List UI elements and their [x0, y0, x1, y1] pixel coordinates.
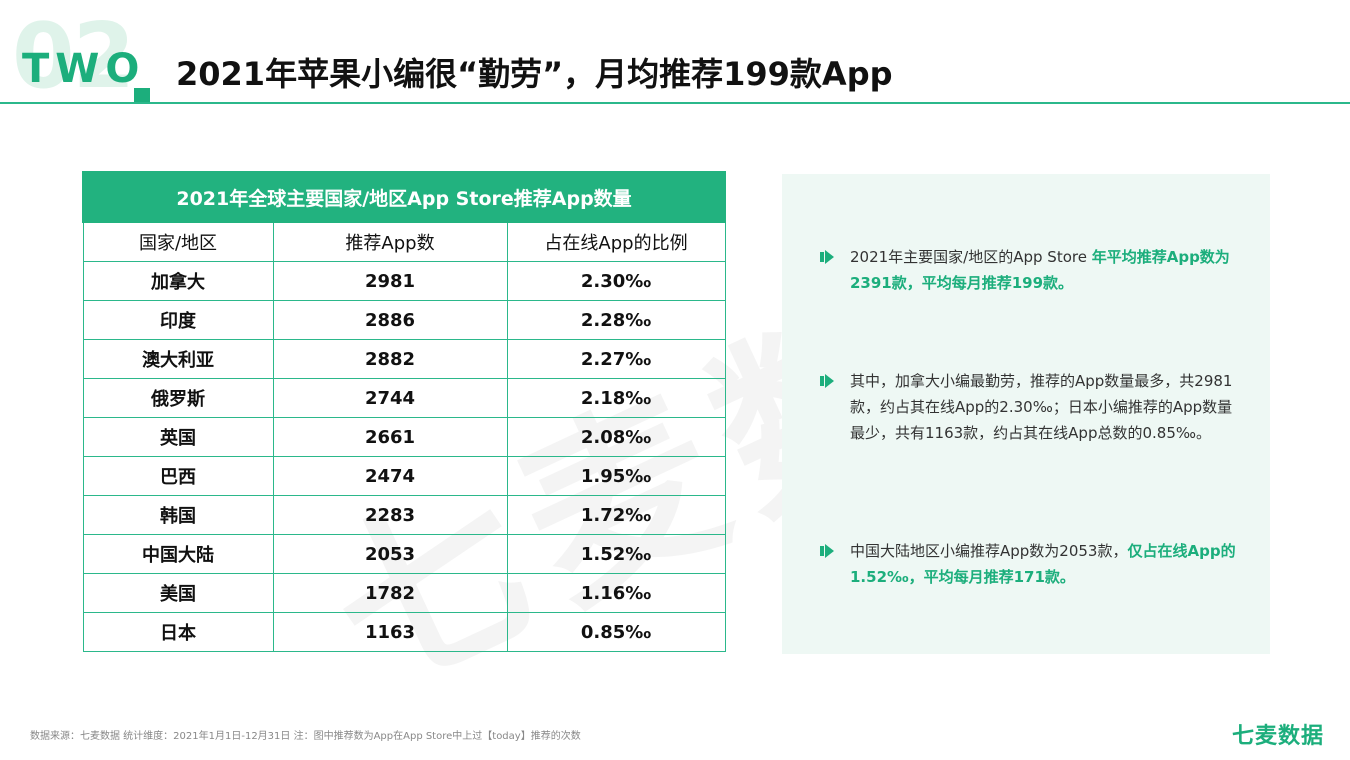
table-header-row: 国家/地区 推荐App数 占在线App的比例 — [82, 221, 726, 262]
ratio-cell: 2.08‰ — [506, 417, 726, 457]
region-cell: 中国大陆 — [82, 534, 274, 574]
column-header: 推荐App数 — [272, 221, 508, 262]
region-cell: 日本 — [82, 612, 274, 652]
insight-item: 中国大陆地区小编推荐App数为2053款，仅占在线App的1.52‰，平均每月推… — [820, 538, 1240, 590]
ratio-cell: 2.28‰ — [506, 300, 726, 340]
section-number: 02 — [12, 4, 135, 109]
insight-highlight: 仅占在线App的1.52‰，平均每月推荐171款。 — [850, 542, 1236, 586]
ratio-cell: 2.18‰ — [506, 378, 726, 418]
region-cell: 巴西 — [82, 456, 274, 496]
table-row: 巴西 2474 1.95‰ — [82, 456, 726, 496]
ratio-cell: 1.95‰ — [506, 456, 726, 496]
table-row: 印度 2886 2.28‰ — [82, 300, 726, 340]
count-cell: 2981 — [272, 261, 508, 301]
table-row: 加拿大 2981 2.30‰ — [82, 261, 726, 301]
ratio-cell: 1.16‰ — [506, 573, 726, 613]
table-title: 2021年全球主要国家/地区App Store推荐App数量 — [81, 171, 727, 223]
ratio-cell: 0.85‰ — [506, 612, 726, 652]
insight-highlight: 年平均推荐App数为2391款，平均每月推荐199款。 — [850, 248, 1230, 292]
count-cell: 2744 — [272, 378, 508, 418]
insight-text: 2021年主要国家/地区的App Store — [850, 248, 1092, 266]
brand-logo: 七麦数据 — [1232, 724, 1325, 749]
region-cell: 印度 — [82, 300, 274, 340]
insight-text: 其中，加拿大小编最勤劳，推荐的App数量最多，共2981款，约占其在线App的2… — [850, 372, 1233, 442]
region-cell: 俄罗斯 — [82, 378, 274, 418]
bullet-arrow-icon — [820, 374, 834, 388]
insight-item: 2021年主要国家/地区的App Store 年平均推荐App数为2391款，平… — [820, 244, 1240, 296]
page-title: 2021年苹果小编很“勤劳”，月均推荐199款App — [176, 55, 893, 93]
table-row: 英国 2661 2.08‰ — [82, 417, 726, 457]
bullet-arrow-icon — [820, 544, 834, 558]
table-row: 日本 1163 0.85‰ — [82, 612, 726, 652]
table-row: 韩国 2283 1.72‰ — [82, 495, 726, 535]
count-cell: 2661 — [272, 417, 508, 457]
region-cell: 英国 — [82, 417, 274, 457]
count-cell: 1163 — [272, 612, 508, 652]
table-row: 美国 1782 1.16‰ — [82, 573, 726, 613]
column-header: 占在线App的比例 — [506, 221, 726, 262]
count-cell: 2886 — [272, 300, 508, 340]
header-divider — [0, 102, 1350, 104]
footer-source: 数据来源：七麦数据 统计维度：2021年1月1日-12月31日 注：图中推荐数为… — [30, 731, 581, 742]
ratio-cell: 1.72‰ — [506, 495, 726, 535]
table-row: 澳大利亚 2882 2.27‰ — [82, 339, 726, 379]
count-cell: 2474 — [272, 456, 508, 496]
insight-text: 中国大陆地区小编推荐App数为2053款， — [850, 542, 1128, 560]
count-cell: 2283 — [272, 495, 508, 535]
count-cell: 2882 — [272, 339, 508, 379]
bullet-arrow-icon — [820, 250, 834, 264]
count-cell: 2053 — [272, 534, 508, 574]
region-cell: 澳大利亚 — [82, 339, 274, 379]
table-row: 中国大陆 2053 1.52‰ — [82, 534, 726, 574]
ratio-cell: 2.30‰ — [506, 261, 726, 301]
ratio-cell: 1.52‰ — [506, 534, 726, 574]
column-header: 国家/地区 — [82, 221, 274, 262]
insight-item: 其中，加拿大小编最勤劳，推荐的App数量最多，共2981款，约占其在线App的2… — [820, 368, 1240, 446]
section-marker — [134, 88, 150, 102]
region-cell: 美国 — [82, 573, 274, 613]
region-cell: 韩国 — [82, 495, 274, 535]
count-cell: 1782 — [272, 573, 508, 613]
insights-panel: 2021年主要国家/地区的App Store 年平均推荐App数为2391款，平… — [782, 174, 1270, 654]
ratio-cell: 2.27‰ — [506, 339, 726, 379]
section-word: TWO — [22, 46, 146, 92]
recommendation-table: 2021年全球主要国家/地区App Store推荐App数量 国家/地区 推荐A… — [81, 171, 727, 652]
region-cell: 加拿大 — [82, 261, 274, 301]
table-row: 俄罗斯 2744 2.18‰ — [82, 378, 726, 418]
